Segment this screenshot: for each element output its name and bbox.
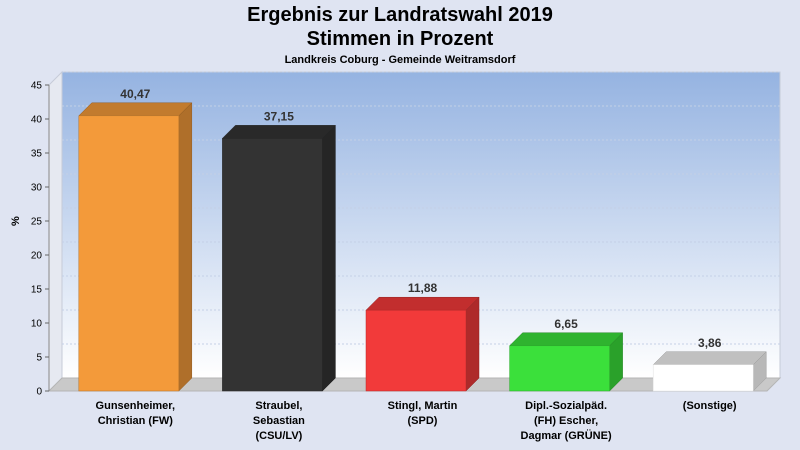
x-tick-label: (Sonstige) <box>683 400 737 412</box>
y-tick-label: 25 <box>31 217 43 228</box>
value-label: 40,47 <box>120 87 150 101</box>
bar-top <box>365 296 480 311</box>
bar-group <box>78 102 193 392</box>
y-tick-label: 30 <box>31 183 43 194</box>
bar-group <box>365 296 480 392</box>
value-label: 6,65 <box>554 317 578 331</box>
y-tick-label: 5 <box>36 353 42 364</box>
bar-side <box>322 124 336 392</box>
bar-top <box>78 102 193 117</box>
y-tick-label: 0 <box>36 387 42 398</box>
bar <box>78 115 180 392</box>
bar <box>509 345 610 392</box>
bar-group <box>508 332 624 392</box>
y-tick-label: 20 <box>31 251 43 262</box>
chart-title: Ergebnis zur Landratswahl 2019 <box>247 4 553 26</box>
chart-subtitle: Landkreis Coburg - Gemeinde Weitramsdorf <box>284 54 516 66</box>
bar <box>365 309 467 392</box>
x-tick-label: Dipl.-Sozialpäd. (FH) Escher, Dagmar (GRÜN… <box>521 400 612 442</box>
y-tick-label: 45 <box>31 81 43 92</box>
bar-side <box>465 296 480 392</box>
bar-group <box>652 351 767 392</box>
y-tick-label: 35 <box>31 149 43 160</box>
y-tick-label: 10 <box>31 319 43 330</box>
x-tick-label: Stingl, Martin (SPD) <box>388 400 458 427</box>
value-label: 37,15 <box>264 109 294 123</box>
bar-top <box>221 125 337 139</box>
x-tick-label: Gunsenheimer, Christian (FW) <box>96 400 175 427</box>
value-label: 11,88 <box>408 281 438 295</box>
value-label: 3,86 <box>698 336 722 350</box>
bar <box>222 138 323 392</box>
bar-top <box>508 332 624 347</box>
bar-top <box>652 351 767 366</box>
y-tick-label: 15 <box>31 285 43 296</box>
chart-title-line2: Stimmen in Prozent <box>306 28 494 50</box>
bar-group <box>221 124 337 392</box>
x-tick-label: Straubel, Sebastian (CSU/LV) <box>253 400 305 442</box>
bar-side <box>178 102 193 392</box>
bar <box>652 364 754 392</box>
y-tick-label: 40 <box>31 115 43 126</box>
plot-side-wall <box>48 70 63 393</box>
